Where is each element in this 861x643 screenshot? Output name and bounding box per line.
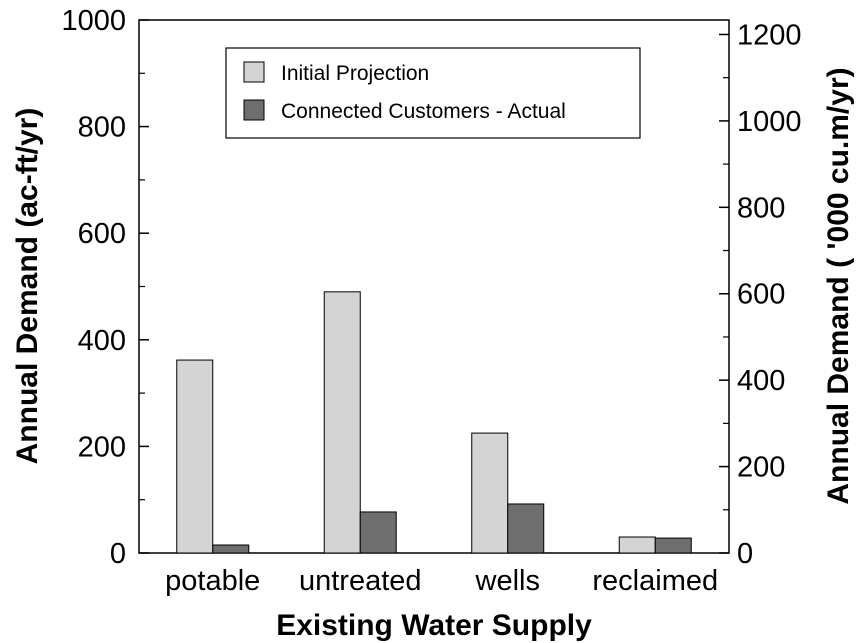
bar-potable-connected-customers-actual bbox=[212, 544, 250, 554]
y2-axis-title: Annual Demand ( '000 cu.m/yr) bbox=[822, 67, 855, 504]
y-tick-label: 0 bbox=[110, 538, 126, 570]
legend: Initial Projection Connected Customers -… bbox=[225, 47, 641, 139]
y2-axis-ticks bbox=[719, 33, 729, 554]
legend-label-connected-customers: Connected Customers - Actual bbox=[281, 100, 566, 123]
y2-tick-label: 1000 bbox=[737, 106, 802, 138]
y-tick-label: 400 bbox=[78, 325, 126, 357]
y-tick-label: 1000 bbox=[61, 5, 126, 37]
y2-tick-label: 800 bbox=[737, 192, 785, 224]
y-axis-ticks bbox=[139, 19, 149, 554]
bar-reclaimed-connected-customers-actual bbox=[654, 537, 692, 554]
bar-wells-connected-customers-actual bbox=[507, 503, 545, 554]
x-tick-label-reclaimed: reclaimed bbox=[592, 565, 718, 597]
y2-tick-label: 600 bbox=[737, 279, 785, 311]
bar-untreated-initial-projection bbox=[323, 291, 361, 554]
y-tick-label: 600 bbox=[78, 218, 126, 250]
x-axis-title: Existing Water Supply bbox=[276, 609, 592, 642]
y-axis-title: Annual Demand (ac-ft/yr) bbox=[11, 108, 44, 465]
y2-axis-tick-labels: 0 200 400 600 800 1000 1200 bbox=[737, 19, 802, 570]
legend-label-initial-projection: Initial Projection bbox=[281, 62, 429, 85]
legend-swatch-initial-projection bbox=[243, 61, 265, 83]
bar-reclaimed-initial-projection bbox=[618, 536, 656, 554]
bar-wells-initial-projection bbox=[471, 432, 509, 554]
category-labels: potable untreated wells reclaimed bbox=[165, 565, 718, 597]
y-tick-label: 200 bbox=[78, 431, 126, 463]
bar-potable-initial-projection bbox=[176, 359, 214, 554]
bars-group bbox=[176, 291, 692, 554]
y2-tick-label: 200 bbox=[737, 452, 785, 484]
x-tick-label-wells: wells bbox=[475, 565, 540, 597]
y2-tick-label: 400 bbox=[737, 365, 785, 397]
bar-untreated-connected-customers-actual bbox=[359, 511, 397, 554]
y2-tick-label: 0 bbox=[737, 538, 753, 570]
y-axis-tick-labels: 0 200 400 600 800 1000 bbox=[61, 5, 126, 570]
legend-box bbox=[225, 47, 641, 139]
y2-tick-label: 1200 bbox=[737, 19, 802, 51]
x-tick-label-untreated: untreated bbox=[299, 565, 422, 597]
legend-swatch-connected-customers bbox=[243, 99, 265, 121]
x-tick-label-potable: potable bbox=[165, 565, 260, 597]
y-tick-label: 800 bbox=[78, 112, 126, 144]
